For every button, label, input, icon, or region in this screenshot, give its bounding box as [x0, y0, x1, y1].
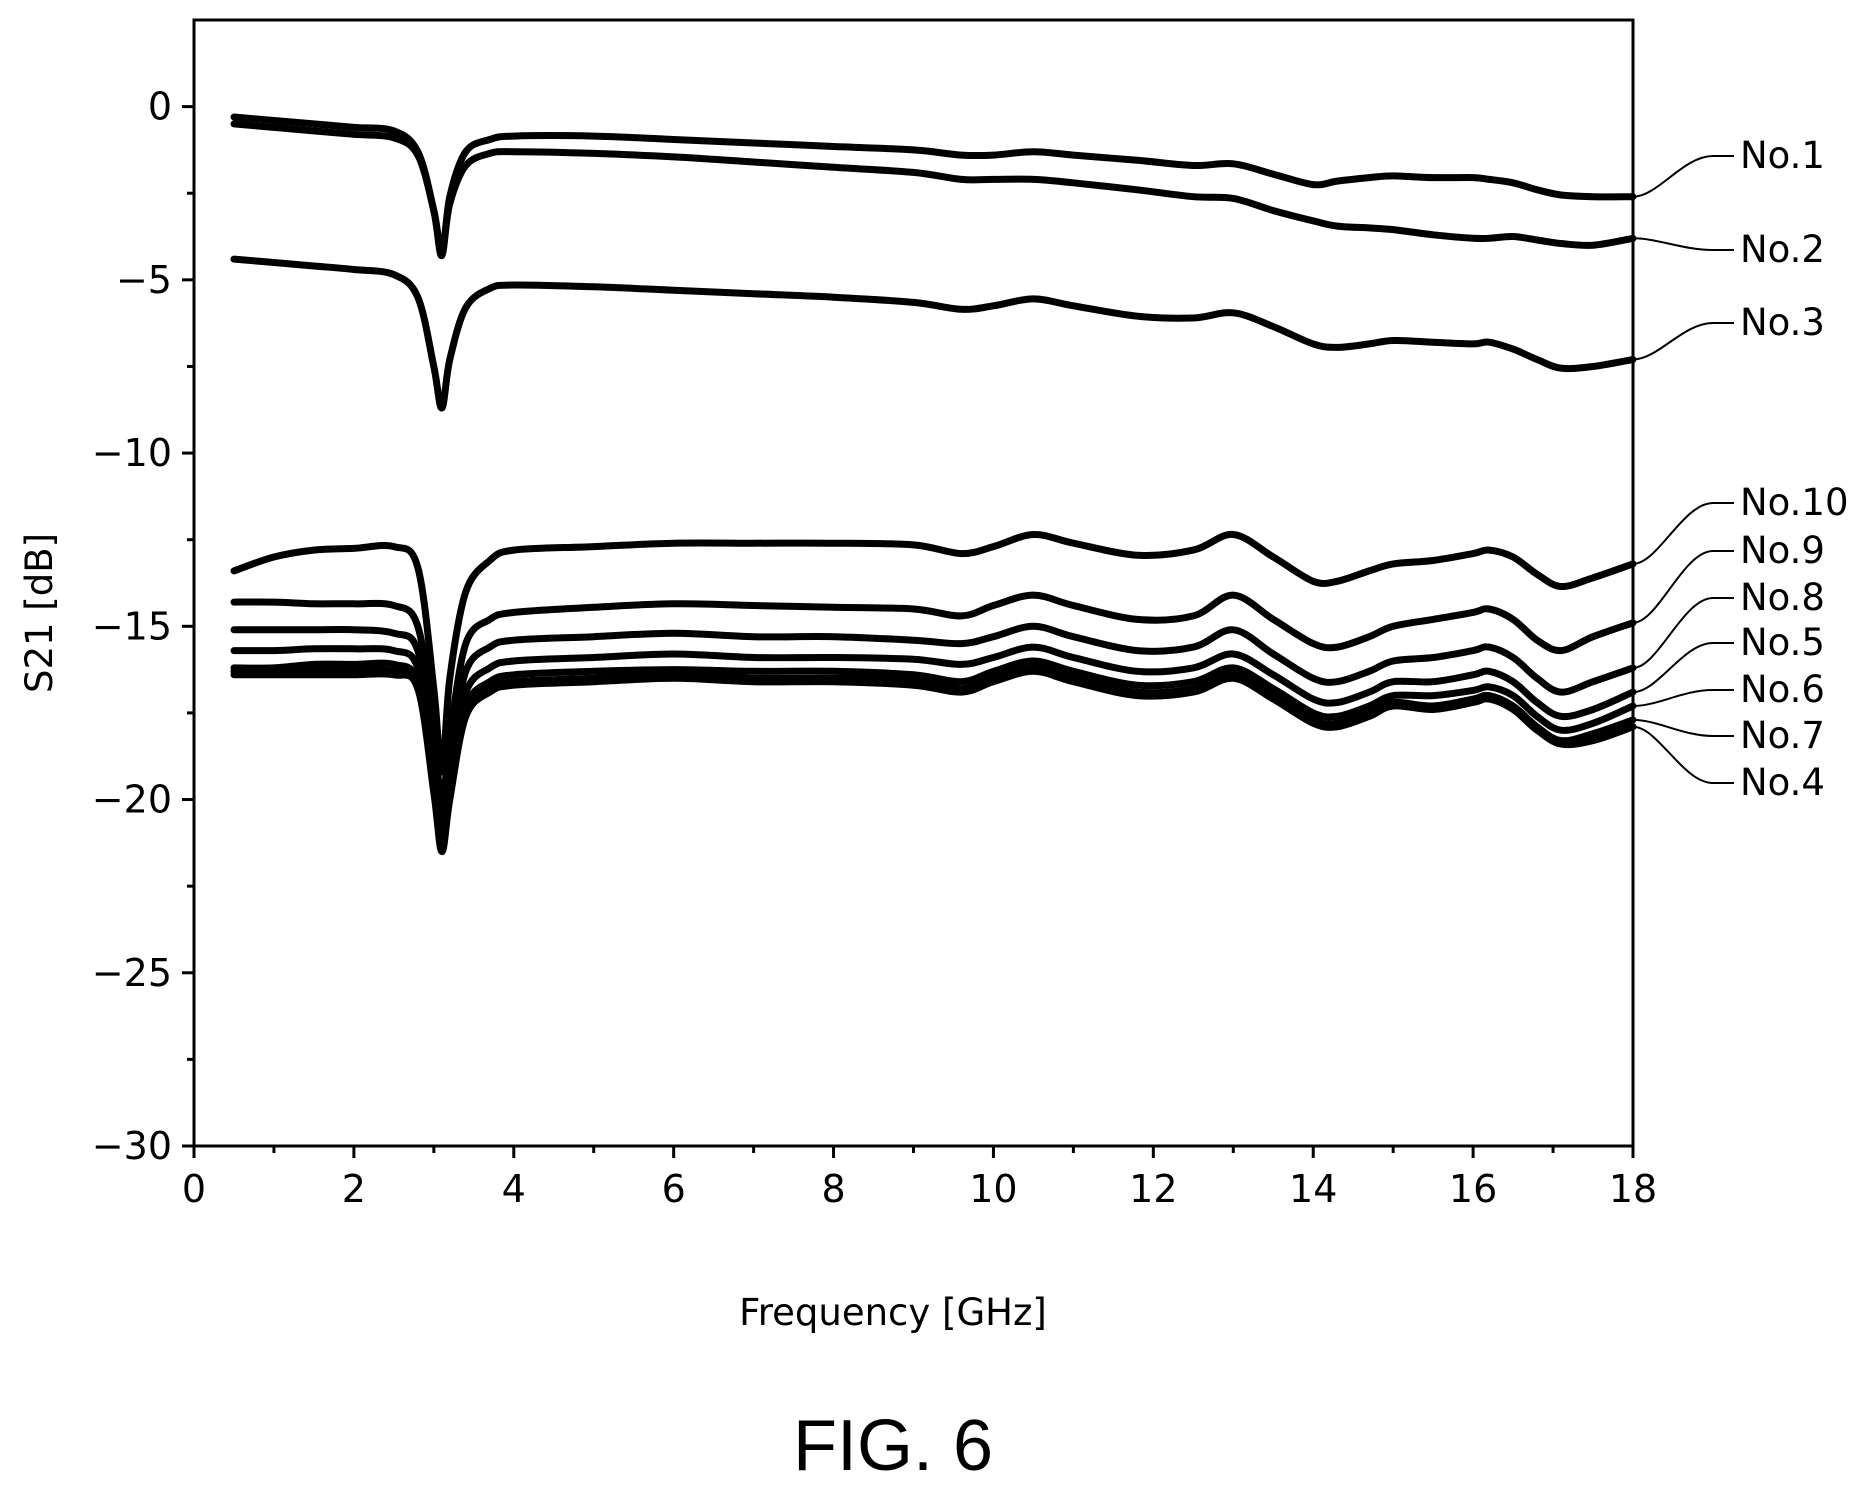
- x-tick-label: 4: [502, 1167, 526, 1211]
- y-tick-label: −10: [92, 431, 172, 475]
- x-axis-label: Frequency [GHz]: [739, 1291, 1047, 1334]
- x-tick-label: 8: [821, 1167, 845, 1211]
- x-tick-label: 0: [182, 1167, 206, 1211]
- x-axis-tick-labels: 0 2 4 6 8 10 12 14 16 18: [182, 1167, 1657, 1211]
- leader-line-no-5: [1632, 642, 1734, 694]
- leader-line-no-9: [1632, 550, 1734, 624]
- series-label-no-1: No.1: [1740, 134, 1825, 177]
- leader-line-no-2: [1632, 237, 1734, 251]
- leader-line-no-3: [1632, 322, 1734, 361]
- y-tick-label: −25: [92, 951, 172, 995]
- series-label-no-10: No.10: [1740, 481, 1849, 524]
- series-line-no-10: [230, 530, 1637, 776]
- x-tick-label: 2: [342, 1167, 366, 1211]
- series-line-no-7: [230, 664, 1637, 849]
- figure-caption: FIG. 6: [793, 1406, 993, 1486]
- leader-line-no-10: [1632, 502, 1734, 565]
- series-lines: [230, 113, 1637, 856]
- y-axis-ticks: [182, 105, 194, 1148]
- series-label-no-4: No.4: [1740, 761, 1825, 804]
- series-label-no-2: No.2: [1740, 228, 1825, 271]
- plot-frame-group: [192, 18, 1635, 1148]
- series-label-no-8: No.8: [1740, 576, 1825, 619]
- leader-line-no-8: [1632, 597, 1734, 669]
- y-tick-label: −30: [92, 1124, 172, 1168]
- series-line-no-3: [230, 255, 1637, 412]
- y-tick-label: 0: [148, 85, 172, 129]
- x-tick-label: 10: [969, 1167, 1017, 1211]
- x-axis-ticks: [192, 1146, 1635, 1158]
- y-tick-label: −5: [116, 258, 172, 302]
- y-tick-label: −15: [92, 604, 172, 648]
- x-tick-label: 16: [1449, 1167, 1497, 1211]
- x-tick-label: 12: [1129, 1167, 1177, 1211]
- plot-frame: [192, 18, 1635, 1148]
- x-tick-label: 18: [1609, 1167, 1657, 1211]
- y-axis-tick-labels: 0 −5 −10 −15 −20 −25 −30: [92, 85, 172, 1168]
- leader-line-no-7: [1632, 718, 1734, 737]
- series-label-no-7: No.7: [1740, 714, 1825, 757]
- series-label-no-9: No.9: [1740, 529, 1825, 572]
- leader-line-no-6: [1632, 689, 1734, 707]
- leader-line-no-4: [1632, 725, 1734, 784]
- leader-line-no-1: [1632, 155, 1734, 198]
- x-tick-label: 14: [1289, 1167, 1337, 1211]
- x-tick-label: 6: [662, 1167, 686, 1211]
- y-axis-label: S21 [dB]: [18, 533, 61, 693]
- series-line-no-9: [230, 591, 1637, 811]
- y-tick-label: −20: [92, 778, 172, 822]
- series-labels: No.1 No.2 No.3 No.4 No.5No.6No.7 No.8No.9 No.1…: [1632, 134, 1849, 804]
- series-label-no-3: No.3: [1740, 301, 1825, 344]
- series-line-no-2: [230, 120, 1637, 256]
- series-label-no-6: No.6: [1740, 668, 1825, 711]
- series-label-no-5: No.5: [1740, 621, 1825, 664]
